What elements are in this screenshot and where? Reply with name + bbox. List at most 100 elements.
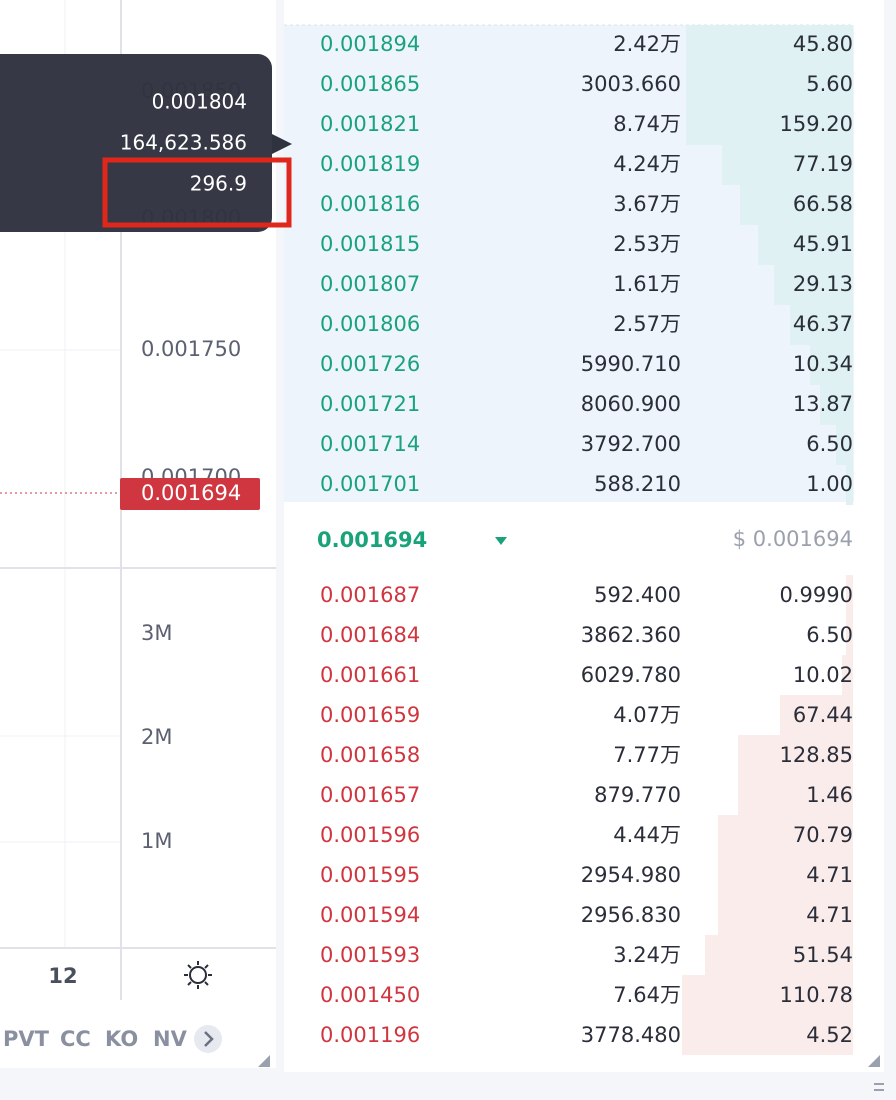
total: 70.79 — [793, 823, 853, 847]
depth-bar — [836, 425, 853, 465]
tooltip-arrow — [272, 134, 292, 154]
price: 0.001196 — [320, 1023, 420, 1047]
price: 0.001865 — [320, 72, 420, 96]
trend-arrow — [495, 537, 507, 545]
price: 0.001815 — [320, 232, 420, 256]
depth-bars — [682, 25, 853, 1055]
depth-bar — [842, 655, 853, 695]
depth-bar — [780, 695, 853, 735]
amount: 3.67万 — [613, 192, 681, 216]
amount: 3862.360 — [581, 623, 681, 647]
indicator-tab[interactable]: KO — [105, 1027, 138, 1051]
total: 6.50 — [806, 432, 853, 456]
price: 0.001821 — [320, 112, 420, 136]
price-tag-label: 0.001694 — [141, 481, 241, 505]
price: 0.001819 — [320, 152, 420, 176]
menu-handle[interactable] — [874, 1083, 884, 1091]
total: 159.20 — [780, 112, 853, 136]
amount: 3003.660 — [581, 72, 681, 96]
depth-bar — [846, 465, 853, 505]
total: 128.85 — [780, 743, 853, 767]
amount: 7.64万 — [613, 983, 681, 1007]
total: 51.54 — [793, 943, 853, 967]
depth-bar — [846, 575, 853, 615]
total: 1.46 — [806, 783, 853, 807]
tooltip — [0, 54, 272, 232]
order-book: 0.001894 2.42万 45.80 0.001865 3003.660 5.60 0.… — [320, 32, 853, 1047]
total: 45.80 — [793, 32, 853, 56]
amount: 3778.480 — [581, 1023, 681, 1047]
amount: 3792.700 — [581, 432, 681, 456]
amount: 2954.980 — [581, 863, 681, 887]
price: 0.001894 — [320, 32, 420, 56]
indicator-tab[interactable]: NV — [153, 1027, 188, 1051]
amount: 879.770 — [594, 783, 681, 807]
last-price-usd: $ 0.001694 — [733, 527, 853, 551]
price: 0.001594 — [320, 903, 420, 927]
amount: 588.210 — [594, 472, 681, 496]
indicator-tab[interactable]: CC — [60, 1027, 91, 1051]
price: 0.001658 — [320, 743, 420, 767]
total: 13.87 — [793, 392, 853, 416]
amount: 1.61万 — [613, 272, 681, 296]
total: 5.60 — [806, 72, 853, 96]
total: 1.00 — [806, 472, 853, 496]
amount: 5990.710 — [581, 352, 681, 376]
depth-bar — [718, 895, 853, 935]
volume-axis-label: 2M — [141, 725, 172, 749]
price: 0.001684 — [320, 623, 420, 647]
depth-bar — [774, 265, 853, 305]
price: 0.001714 — [320, 432, 420, 456]
last-price: 0.001694 — [317, 528, 427, 552]
amount: 8060.900 — [581, 392, 681, 416]
depth-bar — [718, 855, 853, 895]
depth-bar — [718, 815, 853, 855]
depth-bar — [682, 975, 853, 1015]
price: 0.001596 — [320, 823, 420, 847]
total: 46.37 — [793, 312, 853, 336]
total: 45.91 — [793, 232, 853, 256]
depth-bar — [722, 145, 853, 185]
price: 0.001721 — [320, 392, 420, 416]
amount: 2.57万 — [613, 312, 681, 336]
depth-bar — [705, 935, 853, 975]
tooltip-amount: 296.9 — [190, 172, 247, 196]
total: 10.34 — [793, 352, 853, 376]
highlight-box — [102, 157, 292, 228]
price: 0.001657 — [320, 783, 420, 807]
time-label: 12 — [48, 964, 77, 988]
price: 0.001807 — [320, 272, 420, 296]
price: 0.001687 — [320, 583, 420, 607]
total: 110.78 — [780, 983, 853, 1007]
settings-icon[interactable] — [184, 961, 212, 989]
total: 4.71 — [806, 863, 853, 887]
total: 66.58 — [793, 192, 853, 216]
total: 6.50 — [806, 623, 853, 647]
depth-bar — [686, 105, 853, 145]
price: 0.001450 — [320, 983, 420, 1007]
total: 4.52 — [806, 1023, 853, 1047]
price: 0.001659 — [320, 703, 420, 727]
depth-bar — [790, 305, 853, 345]
amount: 6029.780 — [581, 663, 681, 687]
price-axis-label: 0.001750 — [141, 337, 241, 361]
amount: 3.24万 — [613, 943, 681, 967]
resize-handle[interactable] — [258, 1055, 270, 1067]
price: 0.001595 — [320, 863, 420, 887]
scroll-button[interactable] — [194, 1025, 222, 1053]
total: 67.44 — [793, 703, 853, 727]
price: 0.001726 — [320, 352, 420, 376]
price: 0.001816 — [320, 192, 420, 216]
resize-handle[interactable] — [868, 1055, 880, 1067]
depth-bar — [686, 65, 853, 105]
amount: 4.24万 — [613, 152, 681, 176]
amount: 592.400 — [594, 583, 681, 607]
amount: 2956.830 — [581, 903, 681, 927]
amount: 8.74万 — [613, 112, 681, 136]
indicator-tab[interactable]: PVT — [3, 1027, 50, 1051]
total: 0.9990 — [780, 583, 853, 607]
amount: 2.53万 — [613, 232, 681, 256]
depth-bar — [682, 1015, 853, 1055]
volume-axis-label: 1M — [141, 829, 172, 853]
depth-bar — [738, 735, 853, 775]
